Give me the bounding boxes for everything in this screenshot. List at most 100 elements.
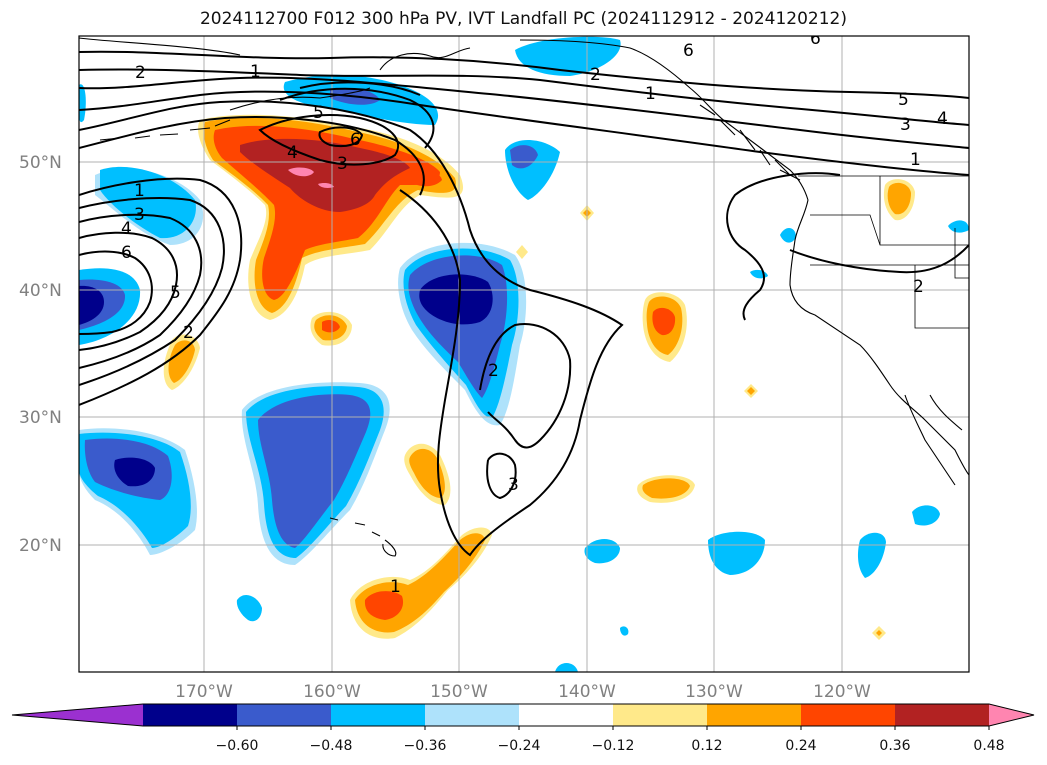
lon-label-140w: 140°W: [558, 682, 616, 702]
lat-label-40n: 40°N: [19, 281, 62, 301]
fill-blue-light: [555, 663, 578, 672]
fill-pink: [288, 167, 314, 177]
contour-line: [299, 81, 421, 96]
positive-pv-fills: [163, 114, 915, 640]
fill-blue-dark: [114, 457, 155, 487]
contour-line: [79, 90, 969, 176]
contour-label: 6: [810, 29, 821, 49]
colorbar-bins: [12, 704, 1034, 726]
contour-label: 3: [900, 115, 911, 135]
contour-label: 4: [121, 219, 132, 239]
fill-blue-light: [236, 594, 262, 622]
contour-line: [79, 68, 969, 126]
contour-label: 3: [508, 475, 519, 495]
colorbar-tick-label: −0.12: [592, 738, 635, 754]
fill-blue-mid: [510, 145, 538, 169]
fill-red-orange: [364, 591, 404, 620]
colorbar: −0.60 −0.48 −0.36 −0.24 −0.12 0.12 0.24 0.36 0.4…: [11, 703, 1035, 754]
colorbar-outline: [11, 703, 1035, 727]
contour-line: [79, 177, 243, 406]
contour-label: 2: [913, 277, 924, 297]
contour-label: 2: [488, 361, 499, 381]
lon-label-120w: 120°W: [813, 682, 871, 702]
longitude-labels: 170°W 160°W 150°W 140°W 130°W 120°W: [175, 682, 871, 702]
fill-blue-light: [620, 626, 629, 636]
colorbar-bin: [801, 704, 896, 726]
contour-line: [79, 213, 203, 369]
fill-dark-red: [240, 138, 410, 212]
contour-label: 1: [250, 62, 261, 82]
hawaii-islands: [329, 517, 397, 557]
contour-line: [486, 452, 517, 500]
state-borders: [810, 176, 969, 329]
fill-blue-mid: [258, 394, 371, 548]
contour-line: [318, 126, 364, 148]
colorbar-tick-label: −0.60: [216, 738, 259, 754]
lon-label-150w: 150°W: [430, 682, 488, 702]
fill-blue-light: [708, 531, 765, 575]
contour-line: [726, 172, 841, 321]
lat-label-50n: 50°N: [19, 153, 62, 173]
colorbar-tick-label: −0.24: [498, 738, 541, 754]
fill-orange: [876, 630, 882, 636]
map-panel: 2 1 6 6 2 1 5 3 4 1 5 6 4 3 1 3 4 6 5 2 …: [79, 29, 969, 672]
colorbar-ticks: −0.60 −0.48 −0.36 −0.24 −0.12 0.12 0.24 0.36 0.4…: [216, 726, 1005, 754]
ivt-contours: [79, 50, 969, 557]
contour-label: 6: [683, 41, 694, 61]
fill-blue-light: [857, 532, 886, 578]
contour-label: 2: [590, 65, 601, 85]
map-frame: [78, 35, 970, 673]
colorbar-bin: [707, 704, 802, 726]
contour-label: 5: [313, 103, 324, 123]
colorbar-tick-label: 0.36: [879, 738, 910, 754]
contour-label: 5: [898, 90, 909, 110]
colorbar-extend-min: [12, 704, 143, 726]
lon-label-130w: 130°W: [685, 682, 743, 702]
colorbar-tick-label: −0.36: [404, 738, 447, 754]
colorbar-bin: [425, 704, 520, 726]
fill-orange: [642, 478, 690, 499]
contour-line: [79, 50, 969, 99]
contour-label: 2: [183, 323, 194, 343]
contour-label: 1: [390, 577, 401, 597]
graticule: [79, 36, 969, 672]
latitude-labels: 50°N 40°N 30°N 20°N: [19, 153, 62, 556]
contour-label: 5: [170, 283, 181, 303]
contour-label: 6: [350, 130, 361, 150]
british-columbia-islands: [699, 104, 801, 181]
colorbar-bin: [237, 704, 332, 726]
coastlines: [79, 37, 969, 557]
contour-label: 3: [337, 154, 348, 174]
contour-line: [79, 100, 624, 557]
fill-blue-light: [515, 36, 621, 76]
colorbar-bin: [143, 704, 238, 726]
fill-orange: [747, 387, 755, 395]
fill-orange: [168, 340, 195, 383]
lon-label-160w: 160°W: [303, 682, 361, 702]
contour-line: [789, 244, 969, 274]
contour-line: [479, 323, 572, 449]
contour-line: [79, 196, 225, 386]
contour-line: [79, 76, 969, 149]
map-title: 2024112700 F012 300 hPa PV, IVT Landfall…: [199, 9, 847, 29]
political-borders: [798, 175, 969, 329]
fill-blue-dark: [419, 274, 493, 325]
colorbar-bin: [519, 704, 614, 726]
fill-blue-light: [948, 220, 969, 233]
fill-blue-dark: [79, 285, 104, 325]
us-west-coast: [789, 199, 969, 476]
contour-line: [279, 87, 435, 149]
alaska-coast: [79, 37, 809, 201]
contour-line: [258, 114, 400, 166]
colorbar-bin: [613, 704, 708, 726]
colorbar-tick-label: 0.12: [691, 738, 722, 754]
baja-coast: [904, 394, 963, 486]
lon-label-170w: 170°W: [175, 682, 233, 702]
lat-label-30n: 30°N: [19, 408, 62, 428]
fill-blue-light: [780, 227, 796, 243]
fill-red-orange: [322, 319, 340, 333]
contour-label: 4: [287, 143, 298, 163]
contour-label: 1: [910, 150, 921, 170]
contour-label: 2: [135, 63, 146, 83]
